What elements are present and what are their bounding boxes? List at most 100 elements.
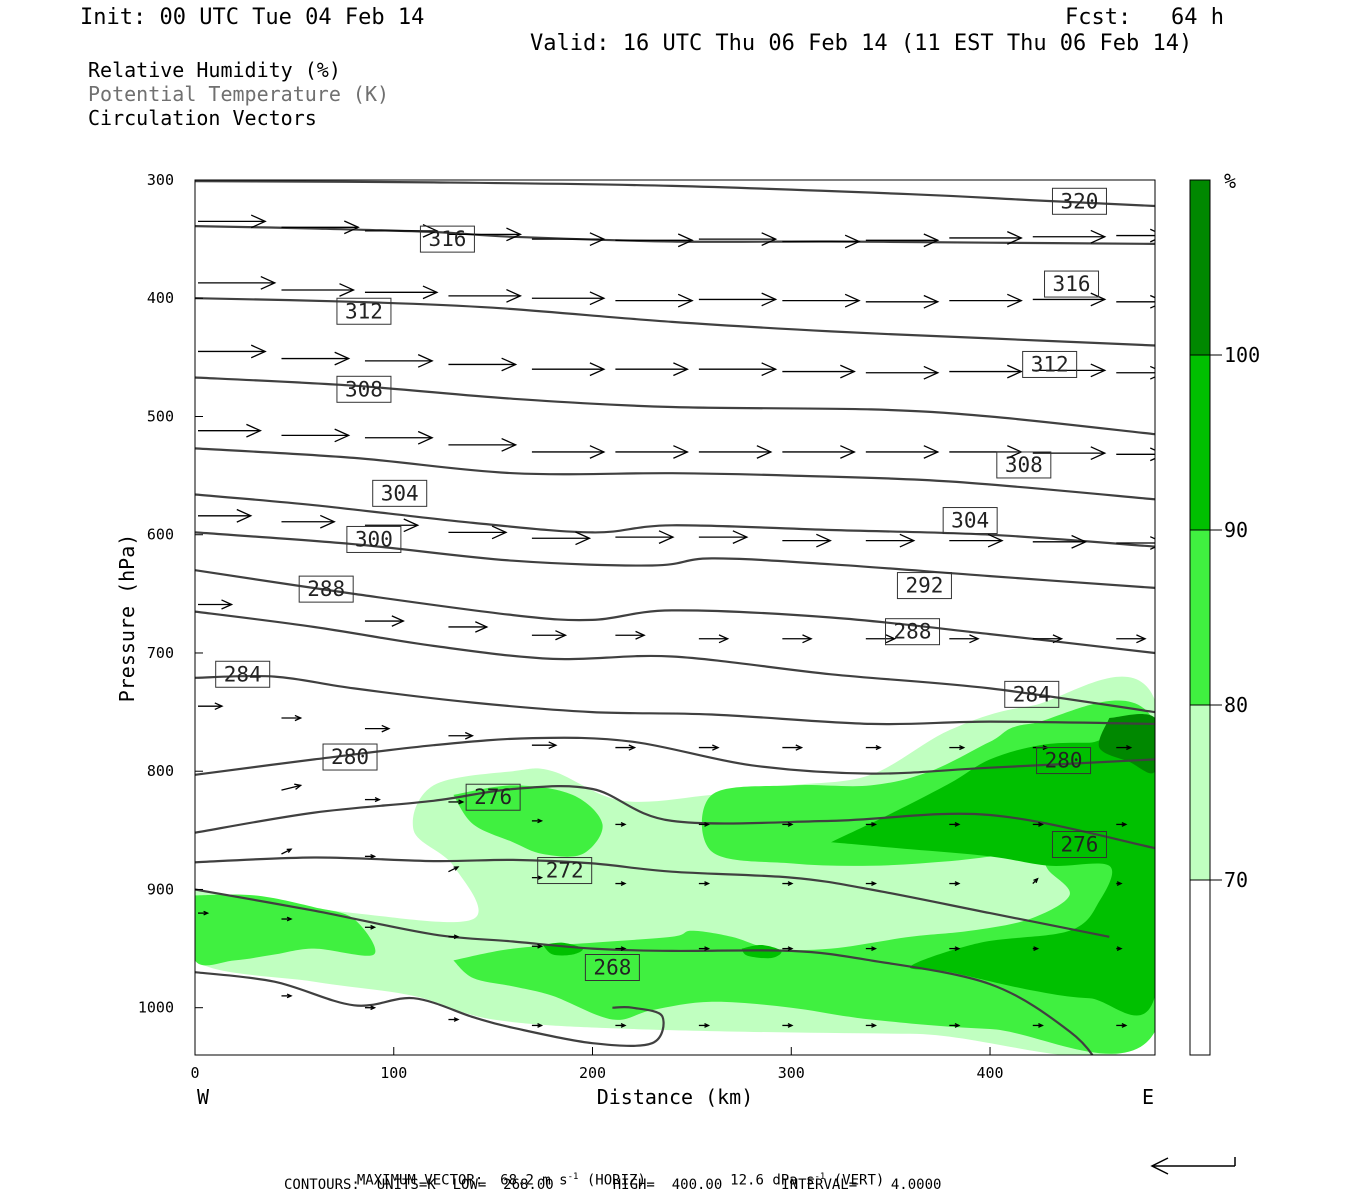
- circulation-vector: [698, 292, 778, 307]
- contour-label-box: [896, 572, 952, 600]
- vector-head: [294, 714, 303, 722]
- vector-head: [816, 533, 832, 548]
- vector-head: [1136, 634, 1147, 644]
- y-axis-title: Pressure (hPa): [115, 534, 139, 703]
- circulation-vector: [698, 362, 778, 377]
- circulation-vector: [698, 530, 749, 544]
- contour-label: 304: [942, 507, 998, 535]
- init-time: Init: 00 UTC Tue 04 Feb 14: [80, 5, 425, 30]
- circulation-vector: [1116, 881, 1123, 886]
- circulation-vector: [949, 231, 1023, 245]
- vector-head: [501, 437, 518, 452]
- vector-head: [658, 530, 675, 544]
- vector-head: [704, 881, 711, 886]
- vector-head: [555, 630, 568, 641]
- east-label: E: [1142, 1085, 1154, 1109]
- circulation-vector: [1116, 745, 1133, 751]
- circulation-vector: [782, 1023, 794, 1028]
- circulation-vector: [1116, 1023, 1128, 1028]
- vector-head: [1038, 822, 1044, 827]
- horiz-suffix: (HORIZ): [578, 1172, 646, 1189]
- contour-label-text: 300: [355, 527, 393, 551]
- theta-contour: [195, 297, 1155, 347]
- contour-label-box: [996, 451, 1052, 479]
- contour-label-box: [584, 954, 640, 981]
- vector-head: [756, 445, 773, 459]
- circulation-vector: [281, 351, 351, 366]
- circulation-vector: [198, 910, 210, 916]
- circulation-vector: [364, 853, 377, 859]
- vector-head: [417, 430, 434, 445]
- circulation-vector: [949, 822, 961, 827]
- vector-head: [422, 223, 439, 238]
- circulation-vector: [364, 615, 405, 627]
- vector-head: [885, 634, 897, 644]
- vector-head: [286, 848, 293, 853]
- vector-head: [923, 445, 940, 459]
- circulation-vector: [281, 848, 293, 855]
- axis-layer: 300 400 500 600 700 800 900 1000 0 100 200 300 400: [138, 171, 1004, 1082]
- vector-head: [344, 220, 360, 235]
- horiz-exponent: -1: [567, 1172, 579, 1182]
- vector-head: [677, 233, 694, 248]
- legend-rh: Relative Humidity (%): [88, 58, 341, 82]
- contour-label-box: [885, 618, 941, 646]
- circulation-vector: [865, 445, 940, 459]
- circulation-vector: [865, 946, 878, 951]
- vector-head: [954, 822, 961, 827]
- circulation-vector: [448, 227, 523, 242]
- circulation-vector: [1116, 634, 1147, 644]
- theta-contour: [195, 225, 1155, 245]
- circulation-vector: [865, 881, 878, 886]
- circulation-vector: [1032, 1023, 1044, 1028]
- circulation-vector: [949, 533, 1004, 548]
- vector-shaft: [448, 866, 459, 873]
- circulation-vector: [865, 822, 878, 827]
- theta-contour: [195, 531, 1155, 589]
- circulation-vector: [198, 702, 224, 711]
- vector-head: [422, 285, 439, 300]
- contour-label-text: 292: [905, 574, 943, 598]
- circulation-vector: [698, 881, 711, 886]
- colorbar-unit: %: [1224, 169, 1236, 193]
- contour-label-box: [1022, 350, 1078, 378]
- y-tick-label: 800: [147, 762, 174, 780]
- circulation-vector: [531, 818, 544, 824]
- vector-head: [339, 283, 356, 297]
- circulation-vector: [1116, 365, 1155, 380]
- circulation-vector: [448, 288, 523, 303]
- contour-label-text: 304: [381, 481, 419, 505]
- vector-head: [203, 910, 210, 916]
- vector-head: [1007, 231, 1023, 245]
- colorbar-band: [1189, 879, 1211, 1056]
- vector-head: [458, 799, 465, 805]
- vector-head: [391, 615, 405, 627]
- vector-head: [635, 630, 646, 640]
- vector-head: [1121, 1023, 1128, 1028]
- colorbar-label: 90: [1224, 518, 1248, 542]
- circulation-vector: [782, 364, 856, 379]
- circulation-vector: [865, 634, 897, 644]
- circulation-vector: [615, 530, 675, 544]
- vector-head: [475, 621, 489, 633]
- rh-fill-layer: [195, 676, 1155, 1055]
- vector-head: [374, 797, 381, 803]
- vector-head: [673, 445, 689, 459]
- circulation-vector: [1032, 822, 1044, 827]
- vector-head: [1126, 745, 1133, 751]
- circulation-vector: [615, 362, 689, 377]
- circulation-vector: [949, 946, 961, 951]
- vector-head: [250, 214, 267, 229]
- vector-head: [221, 599, 234, 610]
- vector-head: [802, 634, 813, 644]
- vector-layer: [198, 214, 1155, 1028]
- circulation-vector: [698, 822, 711, 827]
- contour-label: 268: [584, 954, 640, 981]
- vector-head: [620, 822, 627, 827]
- vert-exponent: -1: [814, 1172, 826, 1182]
- vector-head: [334, 351, 351, 366]
- contour-label-text: 288: [894, 620, 932, 644]
- circulation-vector: [531, 362, 606, 377]
- circulation-vector: [1032, 534, 1088, 549]
- colorbar-label: 80: [1224, 693, 1248, 717]
